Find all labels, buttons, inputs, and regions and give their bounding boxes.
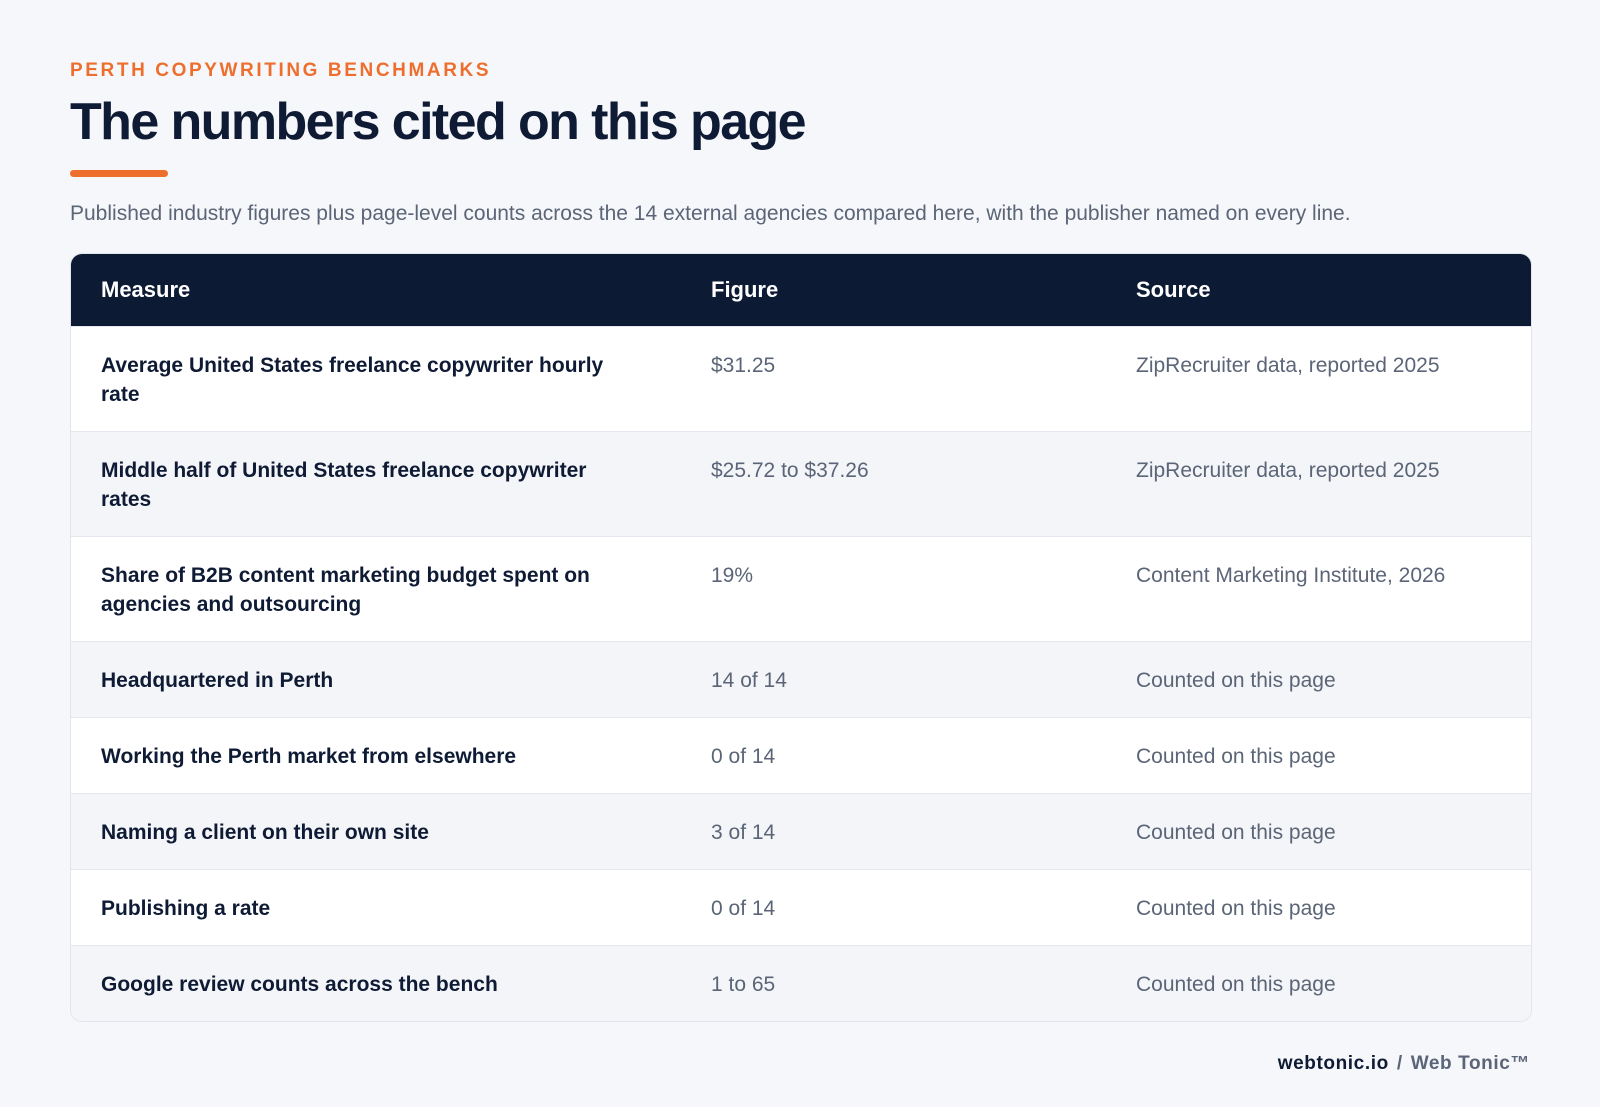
table-row: Working the Perth market from elsewhere … <box>71 716 1531 793</box>
table-row: Publishing a rate 0 of 14 Counted on thi… <box>71 868 1531 945</box>
cell-source: Content Marketing Institute, 2026 <box>1106 535 1531 641</box>
cell-figure: $25.72 to $37.26 <box>681 430 1106 536</box>
cell-figure: 3 of 14 <box>681 792 1106 869</box>
table-row: Share of B2B content marketing budget sp… <box>71 535 1531 641</box>
cell-measure: Working the Perth market from elsewhere <box>71 716 681 793</box>
cell-measure: Publishing a rate <box>71 868 681 945</box>
cell-figure: 1 to 65 <box>681 944 1106 1021</box>
cell-source: ZipRecruiter data, reported 2025 <box>1106 325 1531 431</box>
eyebrow-label: PERTH COPYWRITING BENCHMARKS <box>70 60 492 81</box>
cell-source: Counted on this page <box>1106 868 1531 945</box>
cell-figure: 0 of 14 <box>681 868 1106 945</box>
table-row: Middle half of United States freelance c… <box>71 430 1531 536</box>
benchmarks-table: Measure Figure Source Average United Sta… <box>71 254 1531 1021</box>
benchmarks-table-card: Measure Figure Source Average United Sta… <box>70 253 1532 1022</box>
cell-source: ZipRecruiter data, reported 2025 <box>1106 430 1531 536</box>
cell-measure: Share of B2B content marketing budget sp… <box>71 535 681 641</box>
table-row: Average United States freelance copywrit… <box>71 325 1531 431</box>
cell-source: Counted on this page <box>1106 640 1531 717</box>
cell-measure: Average United States freelance copywrit… <box>71 325 681 431</box>
page-content: PERTH COPYWRITING BENCHMARKS The numbers… <box>70 58 1532 1022</box>
cell-source: Counted on this page <box>1106 716 1531 793</box>
cell-measure: Middle half of United States freelance c… <box>71 430 681 536</box>
column-header-source: Source <box>1136 276 1211 302</box>
title-accent-bar <box>70 170 168 177</box>
cell-measure: Google review counts across the bench <box>71 944 681 1021</box>
page-subtitle: Published industry figures plus page-lev… <box>70 202 1351 225</box>
table-header-row: Measure Figure Source <box>71 254 1531 326</box>
cell-figure: $31.25 <box>681 325 1106 431</box>
cell-figure: 14 of 14 <box>681 640 1106 717</box>
column-header-measure: Measure <box>101 276 191 302</box>
footer-domain: webtonic.io <box>1277 1053 1389 1074</box>
table-row: Headquartered in Perth 14 of 14 Counted … <box>71 640 1531 717</box>
table-row: Naming a client on their own site 3 of 1… <box>71 792 1531 869</box>
table-row: Google review counts across the bench 1 … <box>71 944 1531 1021</box>
table-body: Average United States freelance copywrit… <box>71 325 1531 1021</box>
page-title: The numbers cited on this page <box>70 93 807 151</box>
cell-figure: 19% <box>681 535 1106 641</box>
table-header: Measure Figure Source <box>71 254 1531 326</box>
cell-measure: Headquartered in Perth <box>71 640 681 717</box>
cell-source: Counted on this page <box>1106 944 1531 1021</box>
footer-credit: webtonic.io / Web Tonic™ <box>1278 1053 1530 1075</box>
column-header-figure: Figure <box>711 276 779 302</box>
footer-brand: Web Tonic™ <box>1410 1053 1530 1074</box>
cell-source: Counted on this page <box>1106 792 1531 869</box>
footer-separator: / <box>1396 1053 1403 1074</box>
cell-figure: 0 of 14 <box>681 716 1106 793</box>
cell-measure: Naming a client on their own site <box>71 792 681 869</box>
